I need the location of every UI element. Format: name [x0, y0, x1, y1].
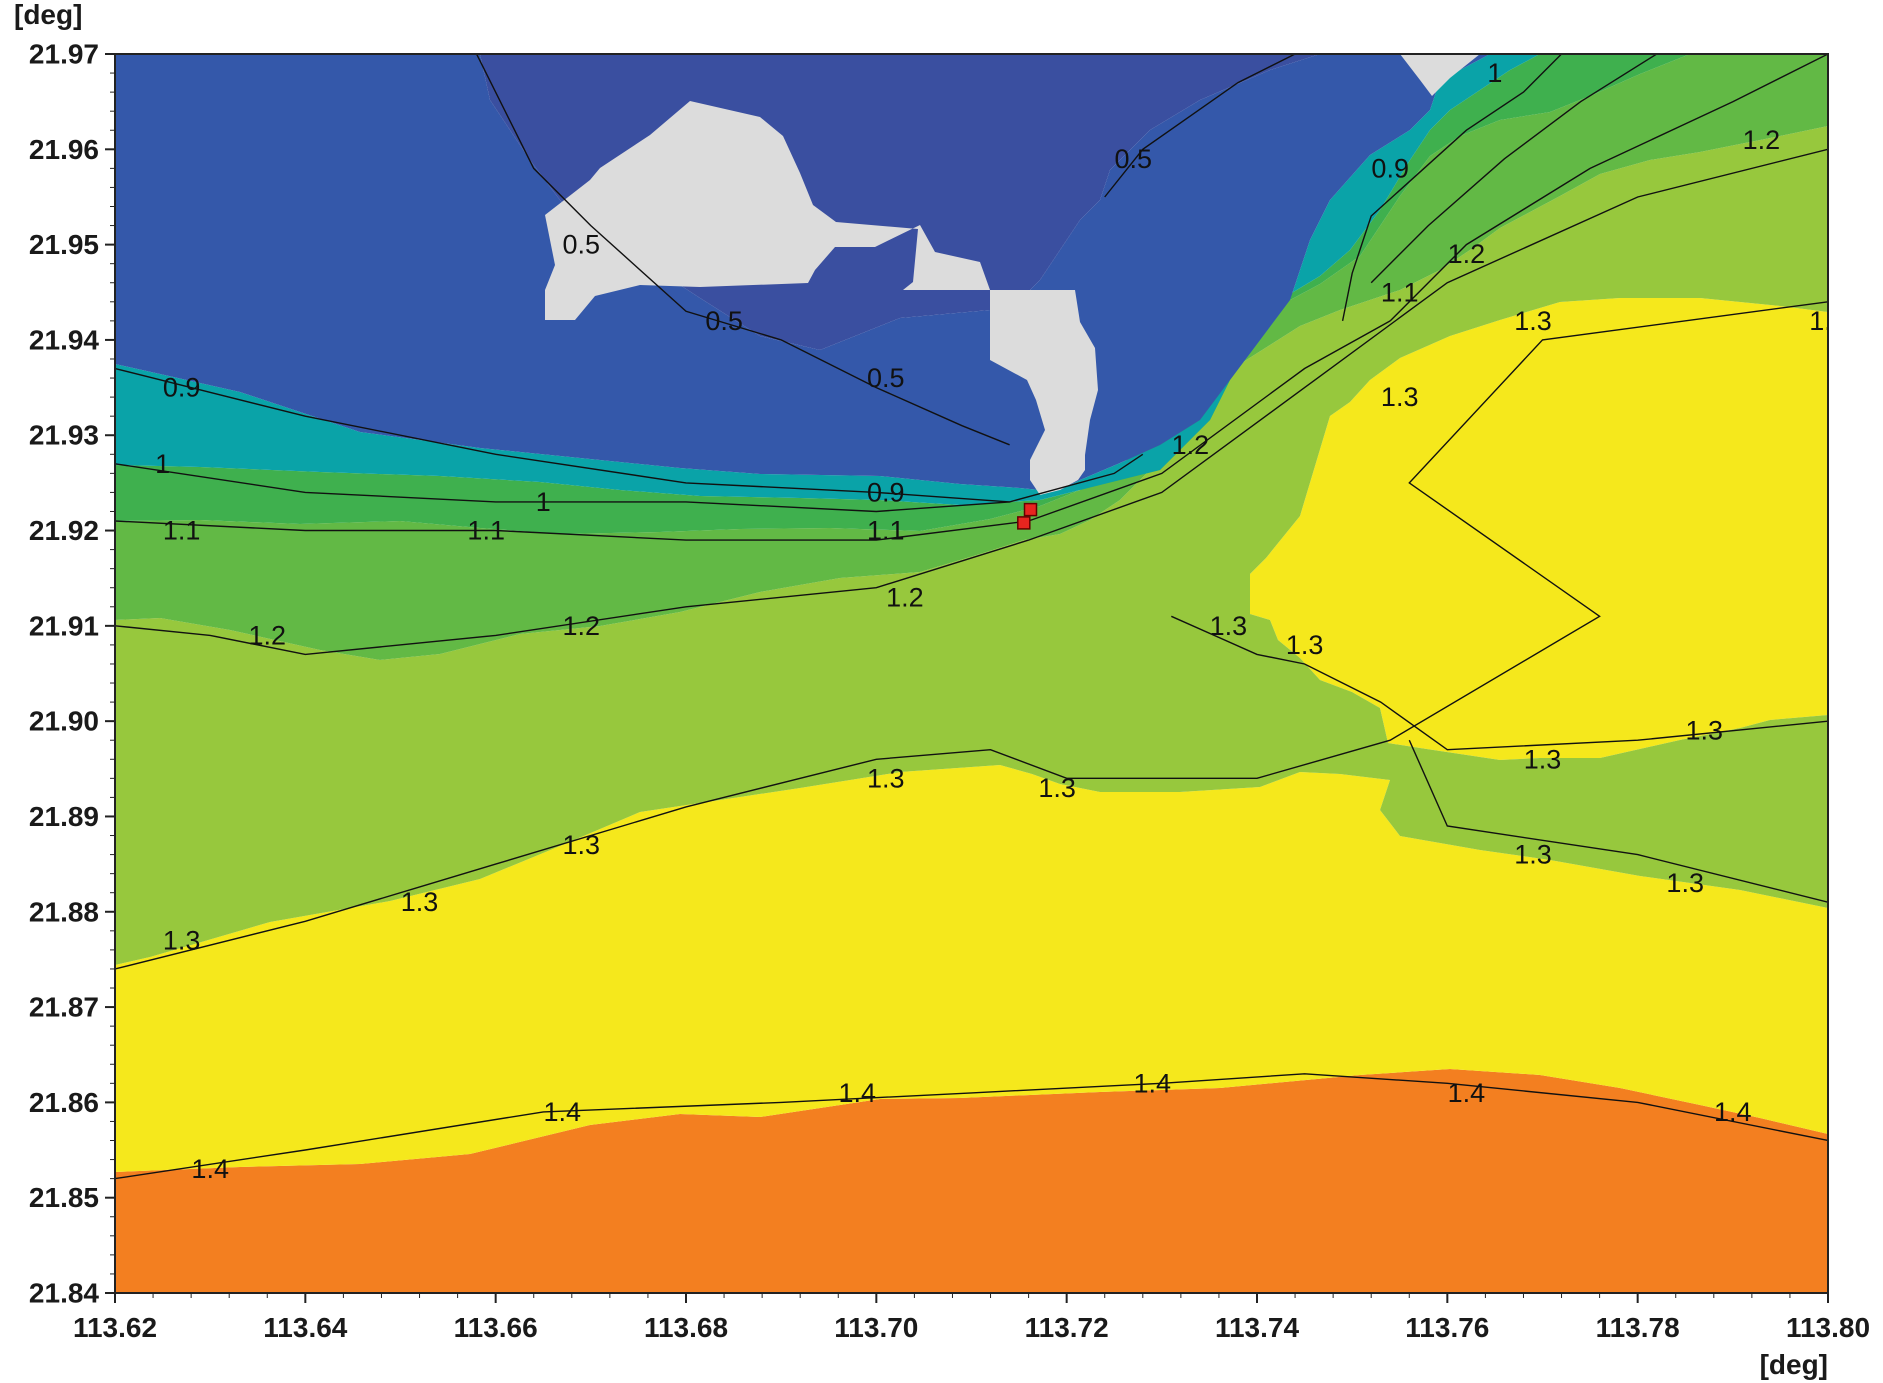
contour-label: 1: [1487, 58, 1502, 88]
contour-line-1.1: [115, 320, 1391, 541]
contour-line-1: [115, 453, 1144, 513]
contour-label: 1.3: [401, 887, 439, 917]
contour-line-1.2: [115, 148, 1828, 656]
band-1.3-1.4-east: [1250, 298, 1828, 760]
x-tick-label: 113.74: [1215, 1312, 1300, 1343]
contour-label: 1.3: [1210, 611, 1248, 641]
y-tick-label: 21.96: [29, 134, 99, 165]
plot-frame: [114, 53, 1829, 1294]
contour-line-1.3: [1408, 739, 1828, 903]
contour-line-0.9: [115, 367, 1010, 503]
y-tick-label: 21.88: [29, 896, 99, 927]
contour-label: 0.9: [163, 373, 201, 403]
band-1.3-1.4: [115, 765, 1828, 1172]
x-tick-label: 113.66: [454, 1312, 538, 1343]
contour-label: 1.4: [191, 1154, 229, 1184]
x-tick-label: 113.78: [1596, 1312, 1680, 1343]
band-0.5-0.9: [115, 54, 1490, 490]
x-tick-label: 113.70: [834, 1312, 918, 1343]
y-tick-label: 21.86: [29, 1087, 99, 1118]
contour-label: 1: [155, 449, 170, 479]
markers: [1017, 502, 1038, 530]
contour-label: 1.3: [1286, 630, 1324, 660]
contour-label: 1.2: [1743, 125, 1781, 155]
contour-line-0.5: [475, 54, 1010, 446]
x-tick-label: 113.62: [73, 1312, 157, 1343]
contour-label: 0.9: [1371, 153, 1409, 183]
contour-label: 1.3: [867, 763, 905, 793]
contour-label: 0.9: [867, 477, 905, 507]
y-tick-label: 21.87: [29, 992, 99, 1023]
contour-label: 1.1: [1381, 277, 1419, 307]
x-tick-label: 113.72: [1025, 1312, 1109, 1343]
contour-label: 1.3: [1514, 306, 1552, 336]
contour-label: 1.4: [544, 1097, 582, 1127]
contour-label: 1.3: [1524, 744, 1562, 774]
contour-label: 1.4: [1448, 1078, 1486, 1108]
y-tick-label: 21.91: [29, 610, 99, 641]
x-axis: 113.62 113.64 113.66 113.68 113.70 113.72 113.…: [73, 1293, 1870, 1343]
contour-label: 1.3: [1809, 306, 1847, 336]
y-tick-label: 21.85: [29, 1182, 99, 1213]
x-tick-label: 113.68: [644, 1312, 728, 1343]
contour-label: 1.1: [867, 516, 905, 546]
contour-label: 1.2: [886, 582, 924, 612]
contour-line-0.9: [1341, 54, 1562, 322]
band-0.9-1: [115, 54, 1540, 505]
contour-label: 1.1: [163, 516, 201, 546]
station-marker: [1017, 516, 1031, 530]
y-tick-label: 21.97: [29, 39, 99, 70]
y-tick-label: 21.90: [29, 706, 99, 737]
contour-line-1.3: [115, 301, 1828, 970]
contour-label: 1.3: [563, 830, 601, 860]
y-tick-label: 21.92: [29, 515, 99, 546]
y-axis: 21.84 21.85 21.86 21.87 21.88 21.89 21.90 21.91…: [29, 39, 115, 1309]
contour-label: 0.5: [705, 306, 743, 336]
contour-line-1.3: [1171, 615, 1828, 751]
contour-line-1.1: [1389, 54, 1828, 322]
contour-line-1: [1370, 54, 1658, 284]
y-unit-label: [deg]: [14, 0, 82, 30]
land-mass: [1400, 54, 1480, 96]
contour-labels: 0.5 0.5 0.5 0.5 0.9 0.9 0.9 1 1 1 1.1 1.1 1.1 1.1 1.2 1…: [155, 58, 1847, 1184]
contour-label: 1.2: [1172, 430, 1210, 460]
contour-label: 1.3: [1038, 773, 1076, 803]
contour-label: 0.5: [1115, 144, 1153, 174]
x-unit-label: [deg]: [1760, 1349, 1828, 1380]
contour-label: 1.3: [1514, 840, 1552, 870]
y-tick-label: 21.84: [29, 1278, 99, 1309]
y-tick-label: 21.95: [29, 229, 99, 260]
land-mass: [545, 101, 1098, 495]
contour-line-1.4: [115, 1073, 1828, 1180]
contour-label: 1.3: [1381, 382, 1419, 412]
contour-label: 1.3: [1666, 868, 1704, 898]
station-marker: [1023, 502, 1038, 517]
contour-label: 1.3: [163, 925, 201, 955]
contour-label: 1.2: [563, 611, 601, 641]
contour-label: 1.2: [1448, 239, 1486, 269]
contour-label: 1.4: [1714, 1097, 1752, 1127]
contour-label: 1.4: [1134, 1068, 1172, 1098]
contour-label: 1: [536, 487, 551, 517]
band-1.2-1.3: [115, 126, 1828, 965]
contour-line-0.5: [1104, 54, 1296, 198]
contour-label: 0.5: [867, 363, 905, 393]
band-1-1.1: [115, 54, 1690, 534]
contour-label: 1.3: [1686, 716, 1724, 746]
y-tick-label: 21.89: [29, 801, 99, 832]
y-tick-label: 21.94: [29, 324, 99, 355]
plot-area: 0.5 0.5 0.5 0.5 0.9 0.9 0.9 1 1 1 1.1 1.1 1.1 1.1 1.2 1…: [115, 54, 1847, 1293]
contour-label: 1.1: [467, 516, 505, 546]
band-gt-1.4: [115, 1069, 1828, 1293]
y-tick-label: 21.93: [29, 420, 99, 451]
contour-label: 1.4: [839, 1078, 877, 1108]
contour-label: 0.5: [563, 230, 601, 260]
band-1.1-1.2: [115, 54, 1828, 660]
contour-label: 1.2: [249, 620, 287, 650]
x-tick-label: 113.76: [1405, 1312, 1489, 1343]
x-tick-label: 113.64: [263, 1312, 348, 1343]
x-tick-label: 113.80: [1786, 1312, 1870, 1343]
contour-lines: [115, 54, 1828, 1180]
